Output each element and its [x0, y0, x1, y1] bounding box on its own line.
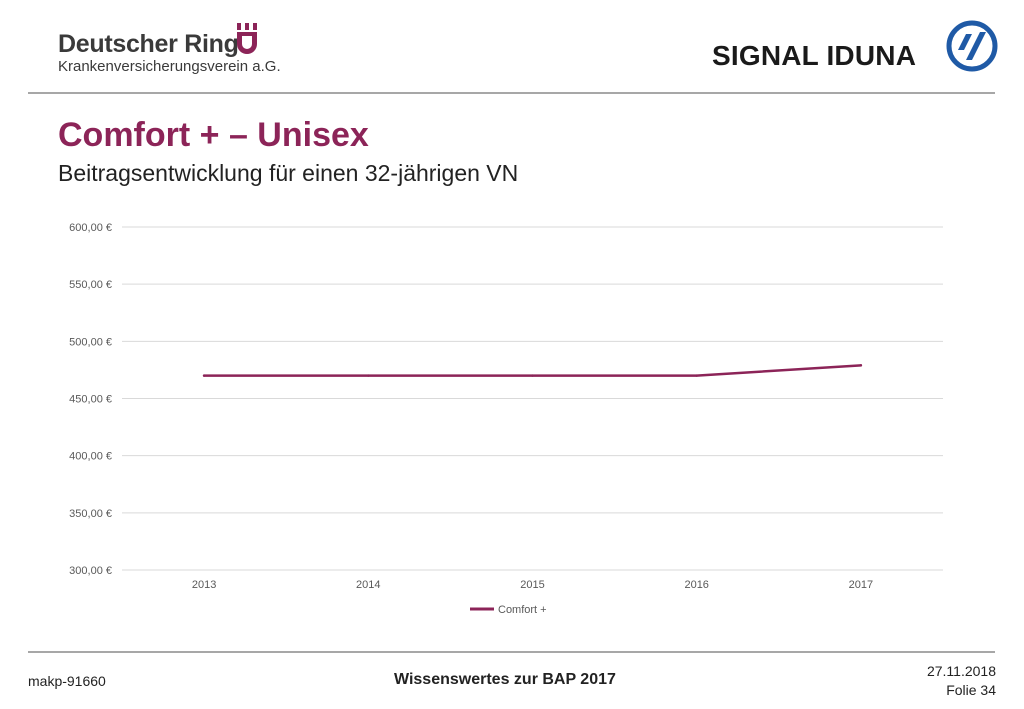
data-point — [367, 374, 370, 377]
deutscher-ring-subtitle: Krankenversicherungsverein a.G. — [58, 58, 281, 75]
signal-iduna-mark-icon — [946, 20, 998, 72]
y-tick-label: 350,00 € — [69, 508, 112, 520]
y-tick-label: 500,00 € — [69, 336, 112, 348]
x-tick-label: 2017 — [849, 579, 873, 591]
footer-title: Wissenswertes zur BAP 2017 — [394, 671, 616, 688]
y-tick-label: 300,00 € — [69, 565, 112, 577]
slide-subtitle: Beitragsentwicklung für einen 32-jährige… — [58, 160, 519, 186]
legend-label: Comfort + — [498, 604, 547, 616]
y-tick-label: 450,00 € — [69, 394, 112, 406]
signal-iduna-name: SIGNAL IDUNA — [712, 40, 917, 71]
footer-date: 27.11.2018 — [926, 663, 996, 679]
x-tick-label: 2014 — [356, 579, 380, 591]
slide-number: Folie 34 — [946, 682, 996, 698]
footer-divider — [28, 651, 995, 653]
x-tick-label: 2013 — [192, 579, 216, 591]
line-chart: 300,00 € 350,00 € 400,00 € 450,00 € 500,00 €… — [69, 222, 943, 616]
y-tick-label: 550,00 € — [69, 279, 112, 291]
data-point — [859, 364, 863, 367]
y-tick-label: 600,00 € — [69, 222, 112, 234]
deutscher-ring-mark-icon — [237, 23, 257, 54]
data-point — [202, 374, 206, 377]
data-point — [531, 374, 534, 377]
data-point — [695, 374, 698, 377]
signal-iduna-logo: SIGNAL IDUNA — [712, 20, 1002, 76]
x-tick-label: 2016 — [684, 579, 708, 591]
footer-meta: 27.11.2018 Folie 34 — [927, 662, 996, 700]
header-divider — [28, 92, 995, 94]
slide-title: Comfort + – Unisex — [58, 116, 369, 154]
y-tick-label: 400,00 € — [69, 451, 112, 463]
deutscher-ring-name: Deutscher Ring — [58, 30, 239, 58]
series-line — [202, 364, 863, 377]
deutscher-ring-logo: Deutscher Ring Krankenversicherungsverei… — [58, 22, 281, 78]
document-id: makp-91660 — [28, 673, 106, 689]
x-tick-label: 2015 — [520, 579, 544, 591]
